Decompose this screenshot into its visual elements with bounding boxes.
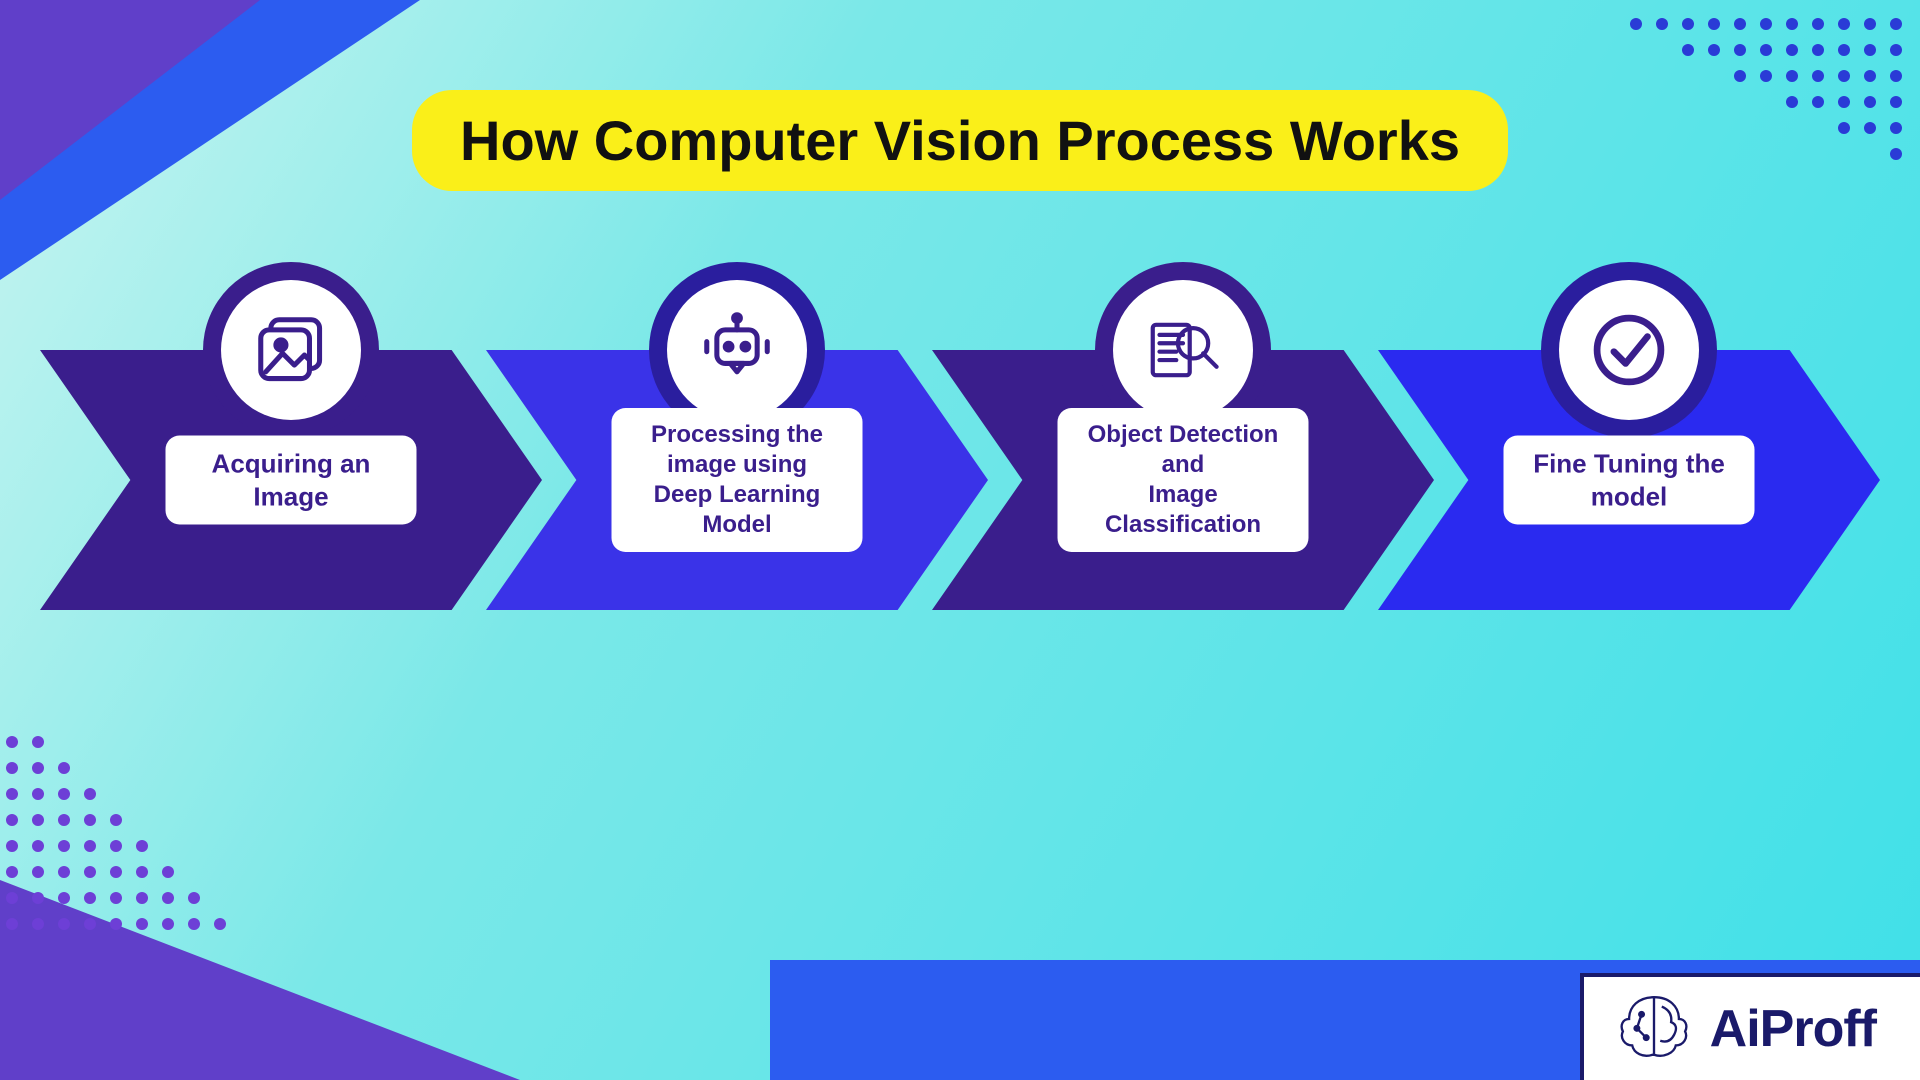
step-icon-ring <box>203 262 379 438</box>
page-title: How Computer Vision Process Works <box>412 90 1508 191</box>
process-flow: Acquiring an Image Processing the image … <box>40 350 1880 610</box>
decor-triangle-purple <box>0 0 260 200</box>
magnify-doc-icon <box>1113 280 1253 420</box>
decor-dots-bottom-left <box>6 736 226 930</box>
process-step-2: Processing the image usingDeep Learning … <box>486 350 988 610</box>
step-icon-ring <box>1541 262 1717 438</box>
brain-icon <box>1614 991 1694 1066</box>
check-circle-icon <box>1559 280 1699 420</box>
step-label: Acquiring an Image <box>166 436 417 525</box>
process-step-4: Fine Tuning the model <box>1378 350 1880 610</box>
logo-text: AiProff <box>1710 999 1876 1059</box>
step-label: Processing the image usingDeep Learning … <box>612 408 863 552</box>
step-label: Object Detection andImage Classification <box>1058 408 1309 552</box>
image-stack-icon <box>221 280 361 420</box>
logo: AiProff <box>1580 973 1920 1080</box>
step-label: Fine Tuning the model <box>1504 436 1755 525</box>
robot-icon <box>667 280 807 420</box>
decor-dots-top-right <box>1630 18 1902 160</box>
process-step-3: Object Detection andImage Classification <box>932 350 1434 610</box>
process-step-1: Acquiring an Image <box>40 350 542 610</box>
